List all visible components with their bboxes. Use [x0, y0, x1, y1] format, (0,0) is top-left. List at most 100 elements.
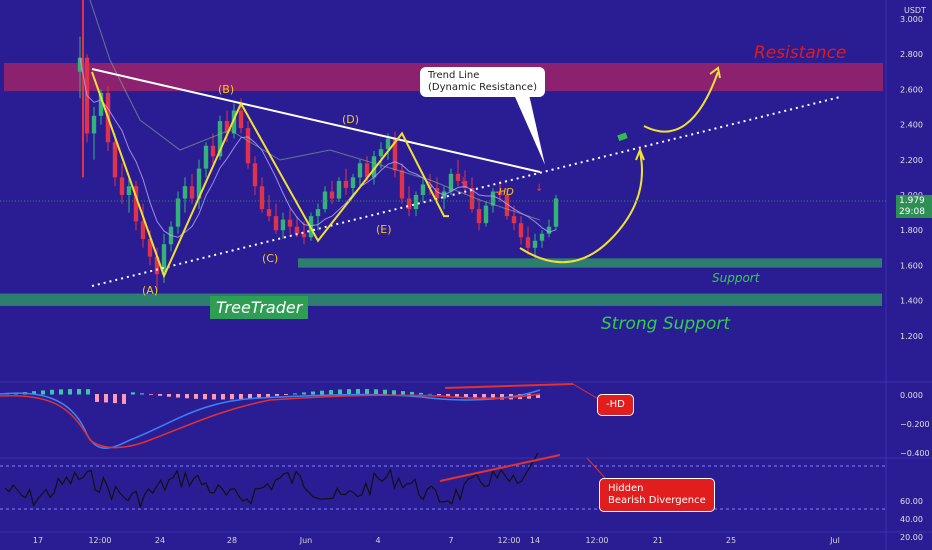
y-tick-label: 2.600	[900, 85, 923, 94]
macd-histogram-bar	[95, 394, 99, 402]
candle-body	[252, 163, 258, 187]
candle-body	[175, 198, 181, 227]
macd-histogram-bar	[410, 391, 414, 395]
candle-body	[490, 191, 496, 206]
macd-tick-label: −0.400	[900, 449, 930, 458]
macd-histogram-bar	[275, 394, 279, 396]
wave-label: (A)	[142, 284, 158, 297]
candle-body	[98, 92, 104, 116]
macd-tick-label: 0.000	[900, 391, 923, 400]
signal-line	[0, 393, 541, 449]
rsi-tick-label: 40.00	[900, 515, 923, 524]
projection-curve	[519, 151, 643, 264]
x-tick-label: Jun	[299, 536, 313, 545]
macd-histogram-bar	[293, 393, 297, 395]
candle-body	[301, 233, 307, 238]
macd-histogram-bar	[113, 394, 117, 404]
macd-divergence-line	[444, 383, 574, 389]
brand-logo: TreeTrader	[210, 296, 309, 319]
macd-histogram-bar	[437, 394, 441, 396]
macd-histogram-bar	[473, 394, 477, 399]
macd-histogram-bar	[329, 390, 333, 395]
callout-connector	[572, 383, 601, 401]
strong-support-label: Strong Support	[601, 314, 731, 334]
macd-histogram-bar	[464, 394, 468, 398]
candle-body	[462, 180, 468, 188]
price-currency-label: USDT	[904, 6, 926, 15]
candle-body	[77, 57, 83, 72]
candle-body	[518, 223, 524, 238]
countdown-tag: 29:08	[896, 207, 932, 218]
candle-body	[378, 149, 384, 157]
macd-histogram-bar	[41, 390, 45, 395]
resistance-label: Resistance	[754, 43, 846, 63]
macd-histogram-bar	[32, 391, 36, 395]
candle-body	[322, 191, 328, 210]
x-tick-label: 25	[726, 536, 736, 545]
candle-body	[91, 115, 97, 134]
candle-body	[504, 195, 510, 217]
macd-histogram-bar	[221, 394, 225, 400]
wave-label: (E)	[376, 223, 392, 236]
candle-body	[238, 110, 244, 129]
candle-body	[448, 173, 454, 192]
macd-histogram-bar	[266, 394, 270, 397]
candle-body	[315, 209, 321, 217]
macd-hd-box: -HD	[597, 394, 634, 416]
candle-body	[343, 180, 349, 188]
macd-histogram-bar	[149, 394, 153, 395]
candle-body	[126, 186, 132, 195]
x-tick-label: 21	[653, 536, 663, 545]
macd-histogram-bar	[122, 394, 126, 404]
macd-histogram-bar	[86, 389, 90, 395]
rsi-divergence-box: Hidden Bearish Divergence	[599, 478, 715, 512]
macd-histogram-bar	[347, 389, 351, 395]
candle-body	[413, 195, 419, 210]
macd-histogram-bar	[104, 394, 108, 403]
candle-body	[133, 186, 139, 222]
candle-body	[161, 244, 167, 275]
projection-arrowhead	[635, 147, 645, 161]
rsi-divergence-line	[439, 454, 561, 482]
candle-body	[280, 219, 286, 231]
candle-body	[224, 121, 230, 134]
candle-body	[196, 168, 202, 199]
macd-histogram-bar	[455, 394, 459, 398]
candle-body	[266, 209, 272, 217]
y-tick-label: 3.000	[900, 15, 923, 24]
candle-body	[483, 205, 489, 224]
trend-line-support	[91, 96, 841, 287]
macd-histogram-bar	[59, 389, 63, 395]
x-tick-label: 17	[33, 536, 43, 545]
projection-curve	[643, 71, 719, 133]
candle-body	[476, 209, 482, 224]
candle-body	[427, 184, 433, 188]
candle-body	[287, 219, 293, 227]
wave-label: (B)	[218, 83, 234, 96]
candle-body	[140, 221, 146, 239]
y-tick-label: 1.600	[900, 261, 923, 270]
rsi-tick-label: 60.00	[900, 497, 923, 506]
candle-body	[189, 186, 195, 199]
macd-histogram-bar	[482, 394, 486, 400]
macd-histogram-bar	[77, 389, 81, 395]
y-tick-label: 2.400	[900, 121, 923, 130]
strong-support-zone	[0, 293, 882, 306]
candle-body	[259, 186, 265, 210]
candle-body	[336, 180, 342, 199]
candle-body	[112, 142, 118, 178]
candle-body	[357, 163, 363, 178]
projection-arrowhead	[709, 66, 721, 79]
macd-histogram-bar	[365, 389, 369, 395]
candle-body	[399, 170, 405, 199]
y-tick-label: 2.800	[900, 50, 923, 59]
macd-histogram-bar	[194, 394, 198, 399]
candle-body	[469, 187, 475, 210]
rsi-tick-label: 20.00	[900, 533, 923, 542]
macd-histogram-bar	[536, 394, 540, 398]
elliott-wave-line	[91, 71, 449, 279]
moving-average-line	[79, 57, 557, 238]
candle-body	[364, 163, 370, 178]
macd-histogram-bar	[257, 394, 261, 398]
candle-body	[245, 128, 251, 164]
